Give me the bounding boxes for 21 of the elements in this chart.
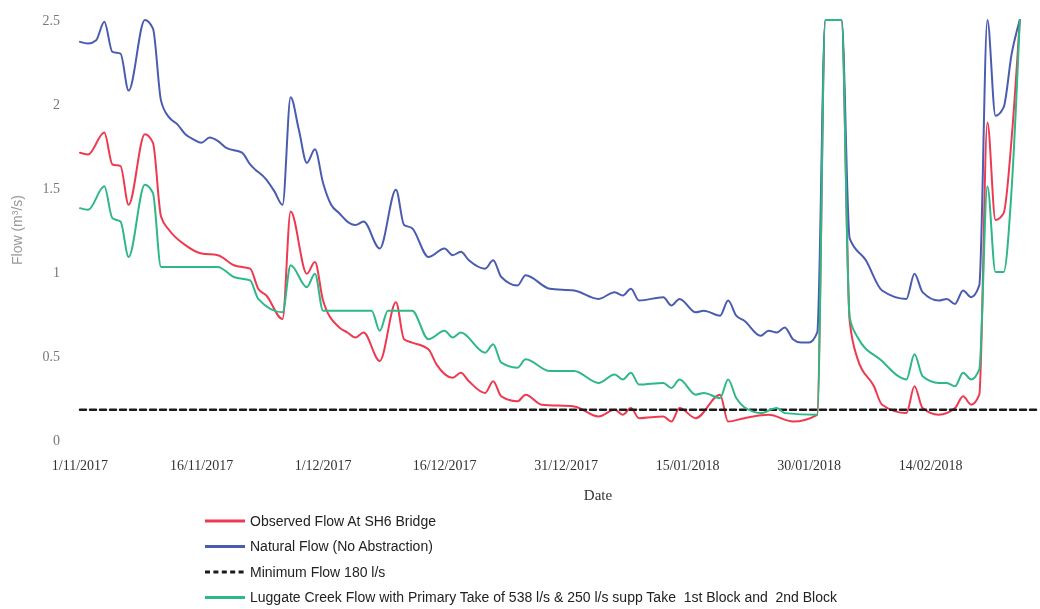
legend-label: Luggate Creek Flow with Primary Take of 538 l/s & 250 l/s supp Take 1st Block and 2nd Block <box>250 589 839 606</box>
legend-label: Observed Flow At SH6 Bridge <box>250 512 437 529</box>
line-series <box>79 19 1021 344</box>
x-tick-label: 15/01/2018 <box>655 458 720 473</box>
x-tick-label: 31/12/2017 <box>534 458 598 473</box>
y-tick-label: 0.5 <box>42 348 60 364</box>
x-tick-label: 1/12/2017 <box>294 458 352 473</box>
x-tick-label: 30/01/2018 <box>777 458 842 473</box>
legend-label: Natural Flow (No Abstraction) <box>250 538 433 555</box>
y-tick-label: 1.5 <box>42 180 60 196</box>
y-tick-label: 2 <box>53 96 60 112</box>
legend-label: Minimum Flow 180 l/s <box>250 563 386 580</box>
x-axis-title: Date <box>583 487 613 503</box>
y-axis-title: Flow (m³/s) <box>9 195 25 265</box>
x-tick-label: 14/02/2018 <box>898 458 963 473</box>
x-tick-label: 1/11/2017 <box>51 458 109 473</box>
y-tick-label: 0 <box>53 432 60 448</box>
x-tick-label: 16/12/2017 <box>412 458 477 473</box>
x-tick-label: 16/11/2017 <box>169 458 234 473</box>
y-tick-label: 1 <box>53 264 60 280</box>
y-tick-label: 2.5 <box>42 12 60 28</box>
